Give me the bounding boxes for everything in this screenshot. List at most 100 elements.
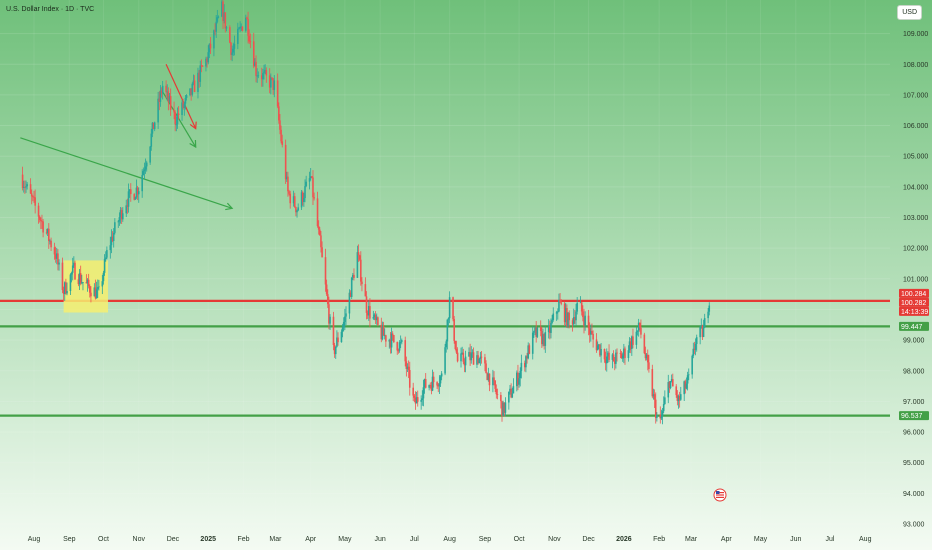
candle[interactable]	[676, 390, 679, 406]
candle[interactable]	[523, 360, 526, 372]
candle[interactable]	[615, 349, 617, 369]
candle[interactable]	[406, 363, 409, 373]
candle[interactable]	[672, 373, 674, 387]
candle[interactable]	[670, 374, 673, 383]
candle[interactable]	[260, 67, 263, 87]
candle[interactable]	[361, 277, 363, 292]
candle[interactable]	[127, 183, 130, 213]
trend-arrow[interactable]	[165, 63, 197, 130]
candle[interactable]	[24, 180, 26, 194]
candle[interactable]	[111, 231, 114, 243]
candle[interactable]	[54, 246, 57, 263]
candle[interactable]	[702, 319, 705, 338]
candle[interactable]	[199, 60, 202, 87]
candle[interactable]	[455, 340, 458, 354]
candle[interactable]	[453, 315, 455, 344]
candle[interactable]	[590, 324, 592, 342]
candle[interactable]	[240, 23, 243, 31]
candle[interactable]	[119, 206, 122, 224]
candle[interactable]	[183, 101, 186, 116]
candle[interactable]	[208, 43, 211, 59]
candle[interactable]	[229, 25, 231, 44]
candle[interactable]	[238, 27, 240, 30]
candle[interactable]	[103, 254, 106, 276]
candle[interactable]	[605, 348, 608, 372]
candle[interactable]	[707, 308, 709, 324]
candle[interactable]	[446, 319, 449, 350]
candle[interactable]	[600, 342, 602, 363]
candle[interactable]	[262, 68, 264, 87]
candle[interactable]	[245, 14, 247, 33]
candle[interactable]	[423, 378, 426, 394]
candle[interactable]	[428, 384, 430, 391]
candle[interactable]	[687, 368, 690, 381]
candle[interactable]	[96, 279, 99, 298]
candle[interactable]	[404, 336, 407, 367]
candle[interactable]	[372, 310, 375, 320]
candle[interactable]	[300, 189, 303, 210]
candle[interactable]	[683, 380, 686, 402]
candle[interactable]	[468, 347, 470, 357]
candle[interactable]	[109, 236, 112, 259]
candle[interactable]	[158, 91, 161, 111]
candle[interactable]	[151, 122, 154, 138]
candle[interactable]	[223, 4, 225, 24]
candle[interactable]	[278, 102, 280, 124]
candle[interactable]	[533, 330, 535, 338]
candle[interactable]	[69, 273, 72, 295]
candle[interactable]	[695, 334, 698, 352]
candle[interactable]	[613, 357, 616, 371]
candle[interactable]	[239, 21, 241, 33]
candle[interactable]	[133, 192, 136, 201]
candle[interactable]	[174, 110, 176, 132]
candle[interactable]	[454, 340, 457, 351]
candle[interactable]	[520, 354, 523, 379]
candle[interactable]	[85, 274, 88, 284]
candle[interactable]	[249, 33, 252, 49]
candle[interactable]	[445, 339, 448, 353]
candle[interactable]	[224, 12, 227, 33]
candle[interactable]	[144, 158, 147, 174]
candle[interactable]	[247, 11, 249, 44]
candle[interactable]	[398, 340, 401, 353]
candle[interactable]	[254, 58, 256, 67]
candle[interactable]	[255, 55, 257, 83]
candle[interactable]	[221, 0, 223, 18]
candle[interactable]	[421, 390, 424, 406]
candle[interactable]	[587, 309, 590, 336]
candle[interactable]	[55, 247, 58, 265]
candle[interactable]	[646, 349, 649, 371]
candle[interactable]	[416, 390, 419, 407]
candle[interactable]	[248, 29, 251, 45]
candle[interactable]	[57, 249, 59, 271]
candle[interactable]	[88, 284, 91, 298]
candle[interactable]	[611, 353, 614, 369]
candle[interactable]	[117, 220, 120, 228]
candle[interactable]	[385, 334, 387, 348]
candle[interactable]	[150, 128, 153, 151]
candle[interactable]	[252, 32, 255, 69]
horizontal-levels[interactable]	[0, 299, 890, 417]
candle[interactable]	[280, 125, 282, 144]
candle[interactable]	[350, 276, 353, 299]
candle[interactable]	[436, 381, 438, 389]
candle[interactable]	[413, 394, 416, 402]
candle[interactable]	[493, 371, 495, 386]
candle[interactable]	[336, 330, 338, 348]
candle[interactable]	[531, 326, 534, 360]
candle[interactable]	[122, 207, 124, 222]
candle[interactable]	[508, 391, 510, 410]
candle[interactable]	[65, 278, 67, 295]
candle[interactable]	[584, 311, 586, 331]
candle[interactable]	[136, 185, 139, 201]
candle[interactable]	[692, 342, 695, 359]
candle[interactable]	[104, 251, 107, 262]
candle[interactable]	[157, 92, 159, 129]
candle[interactable]	[603, 348, 606, 363]
candle[interactable]	[495, 384, 498, 399]
candle[interactable]	[320, 231, 322, 253]
candle[interactable]	[61, 257, 64, 294]
candle[interactable]	[279, 113, 281, 135]
candle[interactable]	[582, 305, 584, 322]
candle[interactable]	[112, 228, 115, 248]
